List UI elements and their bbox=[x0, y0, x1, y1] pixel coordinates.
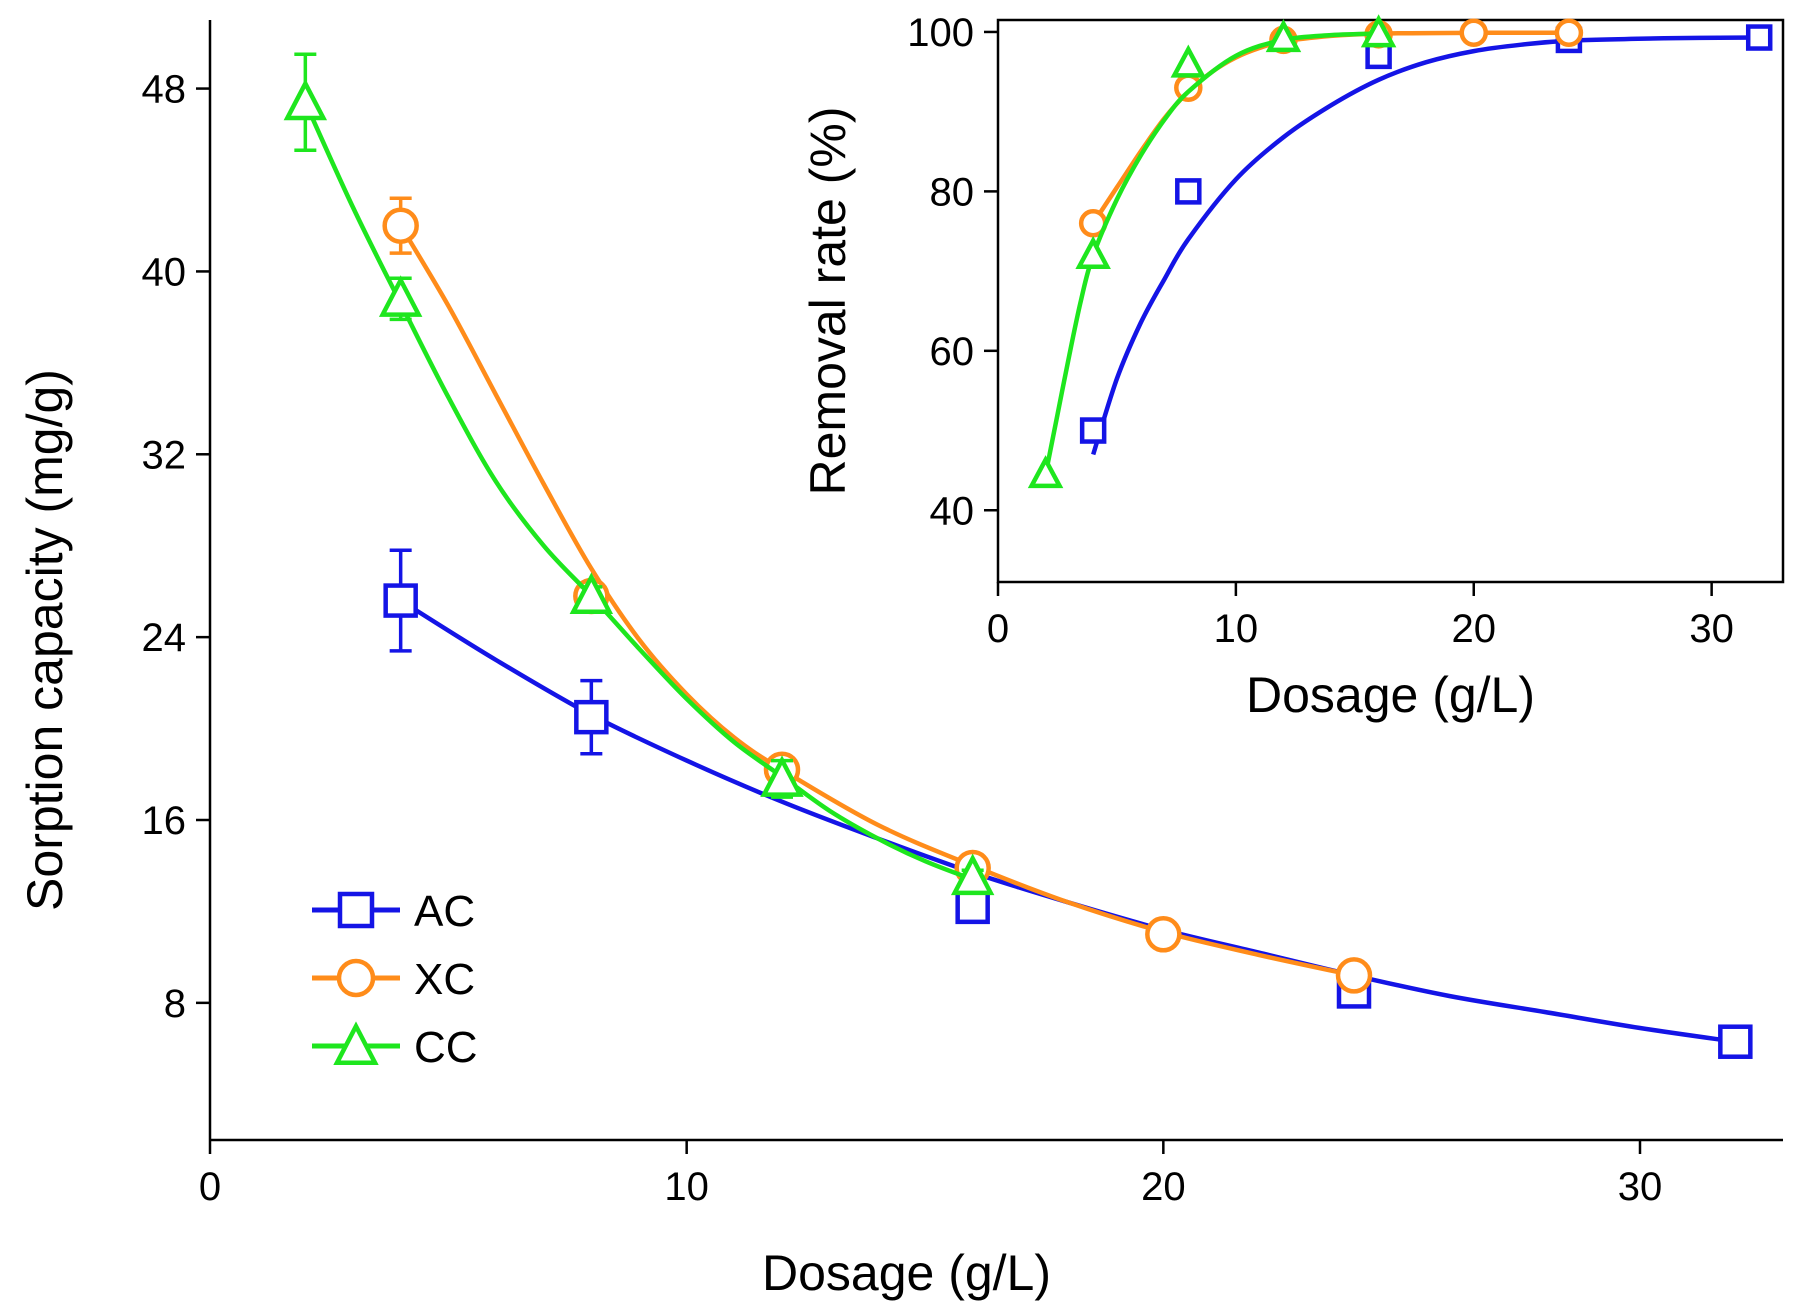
inset-data-point-xc bbox=[1554, 18, 1584, 48]
main-x-axis-title: Dosage (g/L) bbox=[762, 1245, 1051, 1301]
main-y-axis-title: Sorption capacity (mg/g) bbox=[17, 369, 73, 911]
main-data-point-cc bbox=[760, 755, 804, 797]
main-data-point-cc bbox=[569, 572, 614, 614]
inset-y-tick-label: 40 bbox=[930, 489, 975, 533]
main-y-tick-label: 48 bbox=[142, 68, 187, 112]
main-data-point-ac bbox=[955, 889, 990, 925]
main-data-point-xc bbox=[1335, 957, 1373, 994]
main-y-tick-label: 40 bbox=[142, 250, 187, 294]
inset-data-point-ac bbox=[1079, 417, 1107, 444]
main-data-point-cc bbox=[283, 78, 328, 121]
main-data-point-xc bbox=[1145, 916, 1182, 953]
main-x-tick-label: 0 bbox=[199, 1165, 221, 1209]
inset-data-point-xc bbox=[1459, 18, 1489, 48]
main-data-point-cc bbox=[950, 853, 995, 896]
inset-plot: 0 10 20 30 40 60 80 100 Dosage (g/L) Removal rate… bbox=[800, 11, 1785, 723]
inset-y-tick-label: 80 bbox=[930, 170, 975, 214]
main-y-tick-label: 24 bbox=[142, 616, 187, 660]
main-series-cc bbox=[283, 52, 995, 896]
main-y-tick-label: 16 bbox=[142, 799, 187, 843]
legend-label-cc: CC bbox=[414, 1023, 478, 1072]
inset-data-point-cc bbox=[1170, 44, 1207, 78]
legend-label-ac: AC bbox=[414, 887, 475, 936]
inset-data-point-cc bbox=[1265, 19, 1302, 53]
inset-x-tick-label: 20 bbox=[1452, 607, 1497, 651]
inset-y-tick-label: 100 bbox=[907, 11, 974, 55]
main-x-tick-label: 30 bbox=[1618, 1165, 1663, 1209]
inset-data-point-ac bbox=[1745, 24, 1773, 51]
legend-item-cc: CC bbox=[312, 1021, 478, 1072]
legend-item-ac: AC bbox=[312, 887, 475, 936]
legend-marker-ac bbox=[337, 891, 375, 929]
inset-x-tick-label: 30 bbox=[1689, 607, 1734, 651]
main-y-tick-label: 32 bbox=[142, 433, 187, 477]
legend-label-xc: XC bbox=[414, 955, 475, 1004]
main-data-point-ac bbox=[383, 583, 418, 618]
main-data-point-xc bbox=[382, 207, 419, 244]
main-data-point-ac bbox=[574, 699, 609, 735]
main-y-tick-label: 8 bbox=[164, 982, 186, 1026]
inset-frame bbox=[996, 18, 1785, 584]
inset-background bbox=[996, 18, 1785, 584]
inset-data-point-cc bbox=[1075, 235, 1111, 269]
main-x-tick-label: 10 bbox=[664, 1165, 709, 1209]
inset-series-cc bbox=[1027, 14, 1397, 489]
inset-data-point-cc bbox=[1027, 455, 1064, 489]
main-x-tick-label: 20 bbox=[1141, 1165, 1186, 1209]
legend-marker-xc bbox=[336, 958, 376, 998]
legend-item-xc: XC bbox=[312, 955, 475, 1004]
legend: AC XC CC bbox=[312, 887, 478, 1072]
main-series-xc-line bbox=[398, 224, 1355, 978]
inset-data-point-cc bbox=[1360, 14, 1397, 48]
main-plot: 0 10 20 30 8 16 24 32 40 48 Dosage (g/L) Sorption c… bbox=[17, 20, 1783, 1301]
inset-x-tick-label: 10 bbox=[1214, 607, 1259, 651]
main-data-point-ac bbox=[1718, 1024, 1753, 1059]
main-series-ac-line bbox=[399, 598, 1736, 1044]
inset-x-tick-label: 0 bbox=[987, 607, 1009, 651]
inset-x-axis-title: Dosage (g/L) bbox=[1246, 667, 1535, 723]
main-series-ac bbox=[383, 548, 1753, 1059]
inset-data-point-ac bbox=[1175, 178, 1202, 205]
inset-y-axis-title: Removal rate (%) bbox=[800, 107, 856, 496]
main-data-point-cc bbox=[378, 275, 423, 317]
inset-data-point-xc bbox=[1174, 73, 1203, 103]
legend-marker-cc bbox=[333, 1021, 379, 1066]
inset-y-tick-label: 60 bbox=[930, 330, 975, 374]
